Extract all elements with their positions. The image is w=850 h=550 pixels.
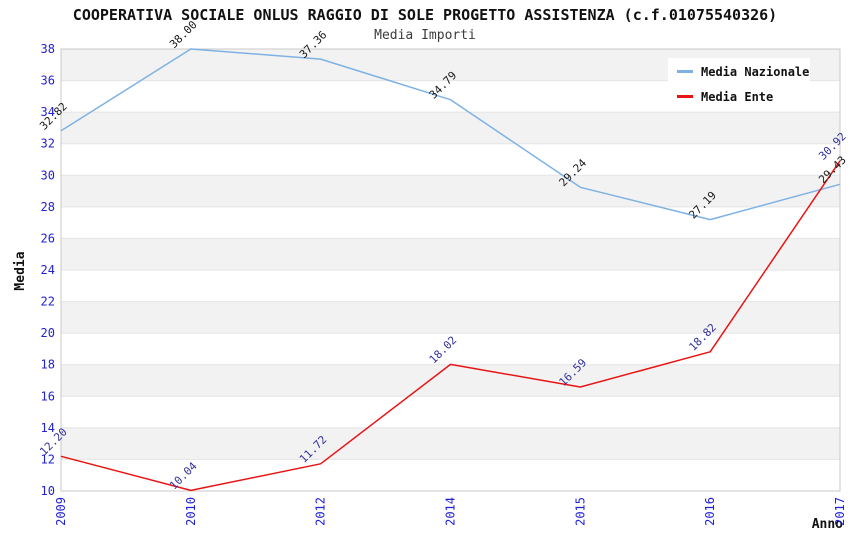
band — [61, 427, 840, 460]
y-axis-title: Media — [13, 251, 28, 290]
y-tick-label: 30 — [41, 168, 55, 182]
y-tick-label: 38 — [41, 42, 55, 56]
y-tick-label: 24 — [41, 263, 55, 277]
x-tick-label: 2009 — [54, 497, 68, 526]
y-tick-label: 14 — [41, 421, 55, 435]
plot-frame — [60, 48, 841, 492]
legend-box — [668, 58, 810, 110]
y-tick-label: 22 — [41, 295, 55, 309]
series-line-media-ente — [60, 160, 841, 492]
legend-label-media-ente: Media Ente — [701, 90, 773, 104]
band — [61, 333, 840, 365]
y-tick-label: 10 — [41, 484, 55, 498]
y-tick-labels: 10 12 14 16 18 20 22 24 26 28 30 32 34 36 38 — [41, 42, 55, 498]
series-line-media-nazionale — [60, 48, 841, 221]
legend-label-media-nazionale: Media Nazionale — [701, 65, 809, 79]
band — [61, 238, 840, 270]
band — [61, 175, 840, 207]
x-tick-label: 2015 — [573, 497, 587, 526]
y-tick-label: 28 — [41, 200, 55, 214]
y-tick-label: 12 — [41, 452, 55, 466]
band — [61, 112, 840, 144]
band — [61, 364, 840, 397]
x-tick-labels: 2009 2010 2012 2014 2015 2016 2017 — [54, 497, 847, 526]
band — [61, 459, 840, 491]
y-tick-label: 32 — [41, 137, 55, 151]
y-tick-label: 36 — [41, 74, 55, 88]
plot-border — [60, 48, 841, 492]
x-tick-label: 2014 — [444, 497, 458, 526]
y-tick-label: 34 — [41, 105, 55, 119]
chart-title: COOPERATIVA SOCIALE ONLUS RAGGIO DI SOLE… — [73, 6, 777, 24]
plot-bands — [61, 49, 840, 491]
band — [61, 301, 840, 334]
series-lines — [60, 48, 841, 492]
x-tick-label: 2017 — [833, 497, 847, 526]
chart-subtitle: Media Importi — [374, 28, 476, 43]
x-tick-label: 2016 — [703, 497, 717, 526]
gridlines — [61, 48, 840, 492]
y-tick-label: 18 — [41, 358, 55, 372]
y-tick-label: 26 — [41, 231, 55, 245]
band — [61, 206, 840, 239]
band — [61, 396, 840, 428]
x-tick-label: 2012 — [314, 497, 328, 526]
y-tick-label: 20 — [41, 326, 55, 340]
x-axis-title: Anno — [812, 517, 843, 532]
legend: Media Nazionale Media Ente — [668, 58, 810, 110]
band — [61, 270, 840, 302]
band — [61, 143, 840, 176]
x-tick-label: 2010 — [184, 497, 198, 526]
y-tick-label: 16 — [41, 389, 55, 403]
